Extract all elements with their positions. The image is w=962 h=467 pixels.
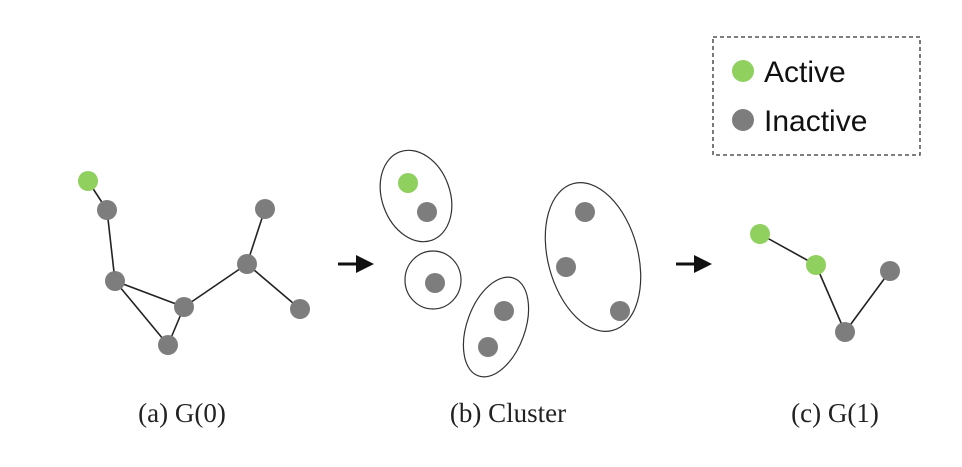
cluster-c2	[404, 250, 462, 310]
panel-g1: (c) G(1)	[750, 224, 900, 428]
cluster-node-inactive	[610, 301, 630, 321]
cluster-outline	[379, 149, 453, 243]
caption-cluster: (b) Cluster	[450, 398, 566, 428]
g0-edge-a2-a3	[106, 209, 116, 282]
legend-border	[712, 36, 921, 156]
clusters	[379, 149, 642, 378]
legend: Active Inactive	[712, 36, 921, 156]
g1-node-inactive	[880, 261, 900, 281]
cluster-node-inactive	[478, 337, 498, 357]
g0-node-inactive	[290, 299, 310, 319]
g0-edge-a3-a5	[114, 280, 169, 346]
panel-g0: (a) G(0)	[78, 171, 310, 428]
g0-node-inactive	[255, 199, 275, 219]
cluster-outline	[544, 182, 642, 332]
cluster-outline	[404, 250, 462, 310]
g1-node-active	[750, 224, 770, 244]
cluster-node-inactive	[575, 202, 595, 222]
g0-edge-a3-a4	[114, 280, 185, 308]
cluster-outline	[462, 276, 530, 378]
cluster-c3	[462, 276, 530, 378]
g0-node-inactive	[174, 297, 194, 317]
legend-active-dot	[732, 60, 754, 82]
cluster-node-inactive	[556, 257, 576, 277]
g0-node-inactive	[97, 200, 117, 220]
g0-edge-a6-a8	[246, 263, 301, 310]
legend-inactive-label: Inactive	[764, 105, 867, 138]
g0-node-inactive	[237, 254, 257, 274]
cluster-node-active	[398, 173, 418, 193]
g1-node-active	[806, 255, 826, 275]
g1-node-inactive	[835, 322, 855, 342]
g1-edge-g1-g2	[759, 233, 817, 266]
nodes-g0	[78, 171, 310, 355]
cluster-node-inactive	[417, 202, 437, 222]
panel-cluster: (b) Cluster	[379, 149, 642, 428]
legend-inactive-dot	[732, 109, 754, 131]
g0-node-active	[78, 171, 98, 191]
g1-edge-g3-g4	[844, 270, 891, 333]
g1-edge-g2-g3	[815, 264, 846, 333]
g0-node-inactive	[158, 335, 178, 355]
cluster-node-inactive	[425, 273, 445, 293]
caption-g1: (c) G(1)	[791, 398, 879, 428]
cluster-c1	[379, 149, 453, 243]
edges-g1	[759, 233, 891, 333]
g0-edge-a4-a6	[183, 263, 248, 308]
nodes-g1	[750, 224, 900, 342]
g0-node-inactive	[105, 271, 125, 291]
cluster-c4	[544, 182, 642, 332]
legend-active-label: Active	[764, 56, 846, 89]
caption-g0: (a) G(0)	[138, 398, 226, 428]
cluster-node-inactive	[494, 301, 514, 321]
